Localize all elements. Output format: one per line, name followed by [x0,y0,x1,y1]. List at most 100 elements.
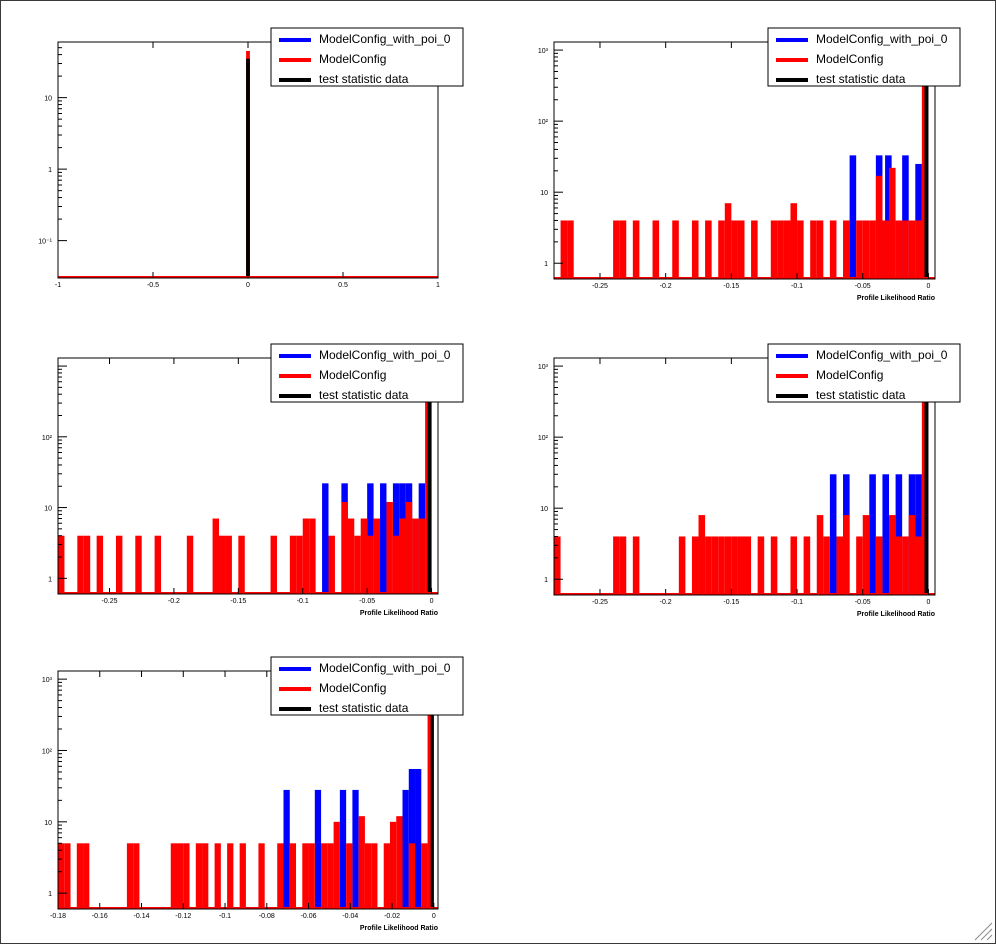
bar-null-10 [202,843,209,909]
bar-null-29 [915,536,922,595]
y-tick-label: 1 [48,167,52,174]
bar-null-27 [389,821,397,909]
x-tick-label: -0.25 [102,598,118,605]
x-axis-title: Profile Likelihood Ratio [857,611,935,618]
bar-null-12 [737,536,745,595]
legend-label-1: ModelConfig [319,681,386,695]
bar-null-4 [678,536,686,595]
bar-null-22 [367,535,374,594]
x-tick-label: -0.16 [92,913,108,920]
bar-null-23 [856,220,863,279]
x-tick-label: -0.05 [359,598,375,605]
bar-null-10 [724,536,732,595]
bar-null-11 [214,843,221,909]
bar-alt-0 [849,155,857,279]
bar-null-25 [869,220,876,279]
bar-null-12 [270,535,277,594]
x-tick-label: -0.1 [791,599,803,606]
x-tick-label: -0.02 [384,913,400,920]
x-tick-label: 0 [926,283,930,290]
bar-alt-3 [902,155,909,279]
bar-null-15 [770,536,778,595]
bar-null-28 [412,518,419,594]
bar-alt-2 [339,789,347,909]
bar-null-19 [823,536,830,595]
bar-null-4 [632,220,640,279]
bar-null-13 [751,220,758,279]
bar-null-20 [836,536,844,595]
x-tick-label: 1 [436,282,440,289]
bar-null-14 [757,536,765,595]
bar-null-1 [64,843,71,909]
x-tick-label: -0.25 [592,599,608,606]
bar-null-11 [731,536,738,595]
legend-label-1: ModelConfig [816,52,883,66]
bar-null-15 [277,843,284,909]
x-tick-label: -0.06 [301,913,317,920]
bar-null-29 [895,220,903,279]
bar-null-23 [358,816,365,909]
bar-null-21 [360,518,368,594]
bar-null-2 [76,843,84,909]
bar-null-16 [790,536,798,595]
legend-box [270,27,464,87]
bar-null-7 [186,535,194,594]
bar-null-27 [405,501,413,594]
bar-null-28 [396,816,403,909]
bar-null-20 [327,843,334,909]
bar-null-0 [560,220,568,279]
legend-label-2: test statistic data [816,388,906,402]
bar-null-6 [672,220,679,279]
legend: ModelConfig_with_poi_0 ModelConfig test st… [270,27,464,87]
y-tick-label: 10³ [42,677,53,684]
x-tick-label: -0.05 [855,283,871,290]
legend-box [767,27,961,87]
legend-label-2: test statistic data [319,388,409,402]
x-tick-label: -0.12 [175,913,191,920]
bar-null-21 [333,821,340,909]
bar-null-31 [427,682,434,909]
bar-alt-0 [322,483,329,594]
legend-label-2: test statistic data [816,72,906,86]
plot-frame-outline [553,357,936,596]
bar-alt-3 [380,483,387,594]
plot-panel-1: -1 -0.5 0 0.5 1 10⁻¹ 1 10 ModelConfig_with_poi_0… [38,27,464,289]
y-tick-label: 10⁻¹ [38,239,52,246]
legend-label-1: ModelConfig [319,52,386,66]
plot-panel-4: -0.25 -0.2 -0.15 -0.1 -0.05 0 1 10 10² 10³ Profile… [538,343,961,618]
bar-null-29 [408,843,416,909]
bar-null-25 [392,535,400,594]
bar-null-20 [816,220,824,279]
bar-null-15 [302,518,310,594]
legend-label-1: ModelConfig [816,368,883,382]
legend-label-0: ModelConfig_with_poi_0 [319,661,451,675]
bar-null-26 [399,518,406,594]
bar-null-10 [724,203,732,279]
legend-box [767,343,961,403]
resize-grip-icon[interactable] [971,919,993,941]
bar-null-13 [239,843,246,909]
plot-frame-outline [57,670,439,910]
legend: ModelConfig_with_poi_0 ModelConfig test st… [270,343,464,403]
bar-null-19 [810,220,817,279]
bar-null-14 [258,843,265,909]
legend-box [270,343,464,403]
legend: ModelConfig_with_poi_0 ModelConfig test st… [270,656,464,716]
x-axis-title: Profile Likelihood Ratio [360,610,438,617]
bar-null-24 [875,536,883,595]
bar-null-28 [889,167,896,279]
bar-alt-0 [829,474,837,595]
bar-null-8 [212,518,220,594]
bar-null-27 [902,536,909,595]
bar-null-5 [691,536,699,595]
x-tick-label: -0.1 [297,598,309,605]
bar-null-18 [308,843,315,909]
y-tick-label: 10² [538,435,549,442]
x-tick-label: 0 [430,598,434,605]
bar-null-6 [170,843,178,909]
bar-null-2 [619,536,627,595]
bar-null-1 [77,535,84,594]
bar-null-22 [856,536,863,595]
legend-box [270,656,464,716]
